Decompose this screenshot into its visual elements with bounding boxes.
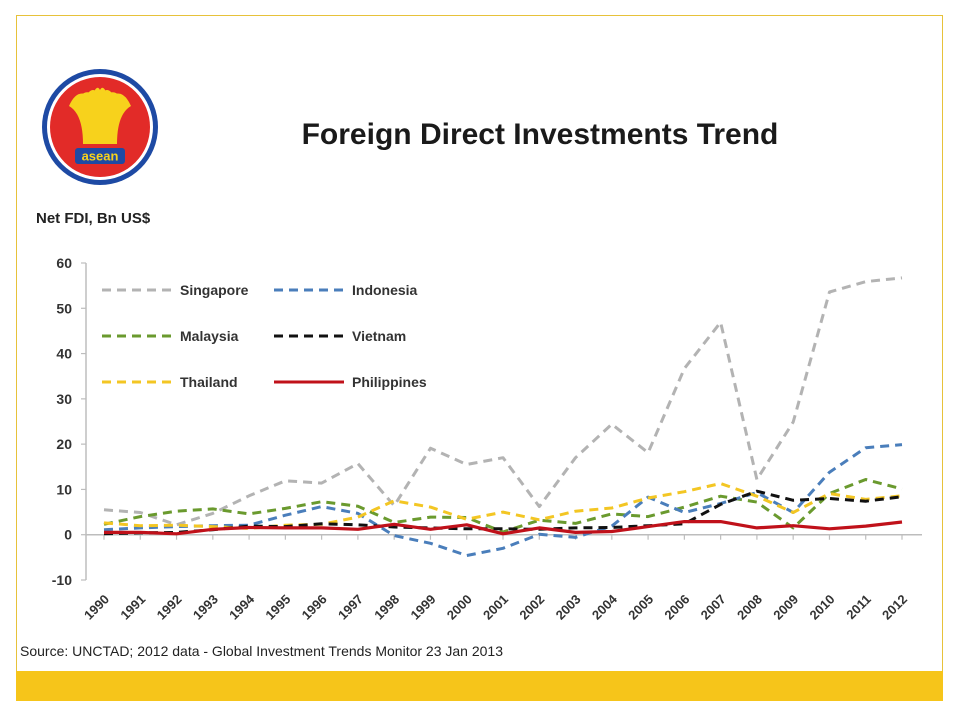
y-tick-label: 40	[56, 346, 72, 362]
series-line-thailand	[103, 482, 903, 530]
logo-text: asean	[82, 149, 119, 164]
x-tick-label: 1993	[190, 592, 221, 623]
x-tick-label: 2008	[734, 592, 765, 623]
x-tick-label: 2000	[444, 592, 475, 623]
fdi-chart: Net FDI, Bn US$ -10 0 10 20 30 40 50 60 1990 199…	[16, 198, 943, 668]
legend-label-singapore: Singapore	[180, 282, 249, 298]
chart-legend: Singapore Indonesia Malaysia Vietnam Thailan…	[102, 282, 427, 390]
y-tick-label: 10	[56, 481, 72, 497]
x-tick-label: 1992	[154, 592, 185, 623]
legend-label-thailand: Thailand	[180, 374, 238, 390]
x-tick-label: 1995	[262, 592, 293, 623]
x-tick-label: 2011	[843, 592, 874, 623]
x-tick-label: 2005	[625, 592, 656, 623]
series-line-malaysia	[103, 478, 903, 534]
y-tick-label: -10	[52, 572, 72, 588]
x-tick-label: 1990	[81, 592, 112, 623]
x-tick-labels: 1990 1991 1992 1993 1994 1995 1996 1997 1998 1999…	[81, 591, 910, 623]
series-line-indonesia	[103, 443, 903, 557]
x-tick-label: 1994	[226, 591, 258, 623]
x-tick-label: 1999	[408, 592, 439, 623]
y-tick-label: 30	[56, 391, 72, 407]
chart-source-note: Source: UNCTAD; 2012 data - Global Inves…	[20, 643, 503, 659]
slide-title: Foreign Direct Investments Trend	[301, 118, 779, 151]
x-tick-label: 2003	[553, 592, 584, 623]
y-tick-label: 50	[56, 300, 72, 316]
x-tick-label: 1998	[371, 592, 402, 623]
chart-series	[103, 276, 903, 557]
x-tick-label: 1997	[335, 592, 366, 623]
series-line-singapore	[103, 276, 903, 527]
y-tick-label: 0	[64, 527, 72, 543]
series-line-philippines	[104, 520, 903, 536]
x-tick-label: 2010	[807, 592, 838, 623]
legend-label-malaysia: Malaysia	[180, 328, 239, 344]
legend-label-philippines: Philippines	[352, 374, 427, 390]
x-tick-label: 1996	[299, 592, 330, 623]
y-tick-label: 20	[56, 436, 72, 452]
y-tick-label: 60	[56, 255, 72, 271]
legend-label-indonesia: Indonesia	[352, 282, 418, 298]
x-tick-label: 2004	[589, 591, 621, 623]
x-tick-label: 2002	[516, 592, 547, 623]
footer-bar	[16, 671, 943, 701]
logo-rice-stalks	[69, 87, 131, 144]
logo-text-plate	[75, 148, 125, 164]
legend-label-vietnam: Vietnam	[352, 328, 406, 344]
x-tick-label: 2006	[661, 592, 692, 623]
y-tick-labels: -10 0 10 20 30 40 50 60	[52, 255, 72, 588]
x-tick-label: 2012	[879, 592, 910, 623]
asean-logo: asean	[40, 67, 160, 187]
x-tick-label: 2007	[698, 592, 729, 623]
y-axis-label: Net FDI, Bn US$	[36, 210, 151, 227]
x-tick-label: 2001	[480, 592, 511, 623]
x-tick-label: 1991	[117, 592, 148, 623]
x-tick-label: 2009	[770, 592, 801, 623]
